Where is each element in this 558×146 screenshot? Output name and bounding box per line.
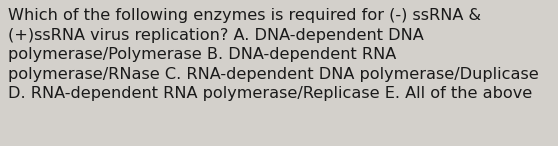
Text: Which of the following enzymes is required for (-) ssRNA &
(+)ssRNA virus replic: Which of the following enzymes is requir… xyxy=(8,8,539,101)
